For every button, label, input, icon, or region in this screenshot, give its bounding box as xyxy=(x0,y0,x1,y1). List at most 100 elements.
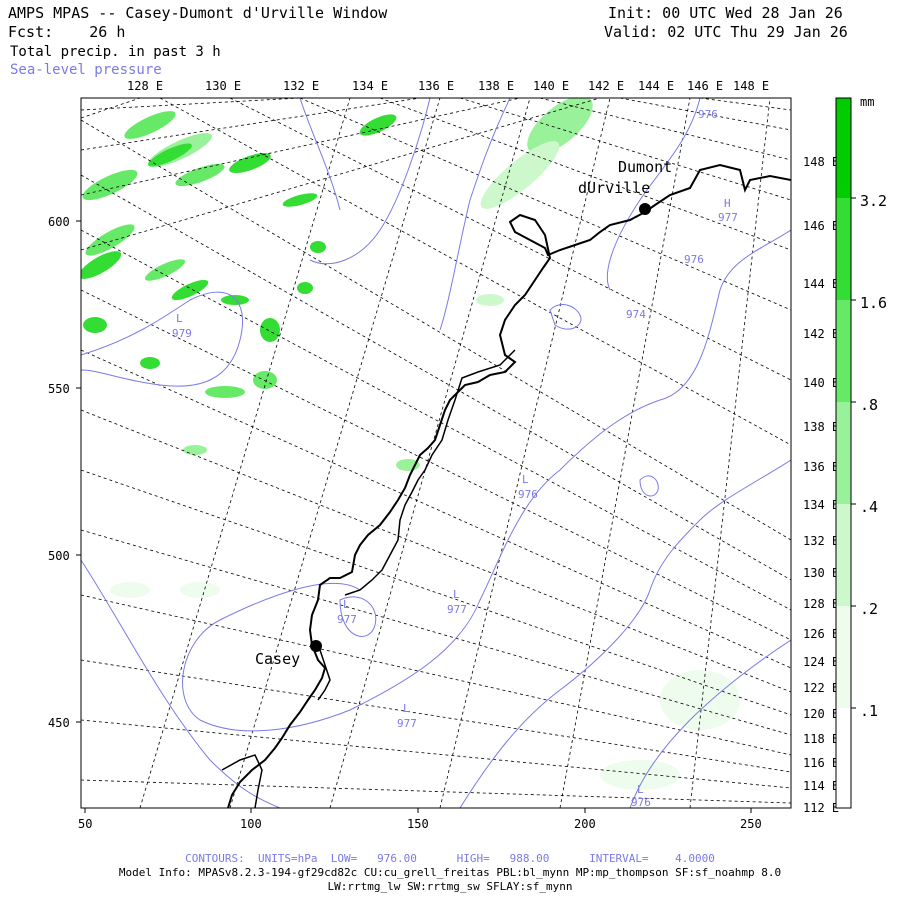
colorbar: mm 3.2 1.6 .8 .4 .2 .1 xyxy=(835,95,887,809)
top-axis: 128 E 130 E 132 E 134 E 136 E 138 E 140 … xyxy=(127,79,769,93)
top-tick-label: 128 E xyxy=(127,79,163,93)
top-tick-label: 132 E xyxy=(283,79,319,93)
pressure-value: 976 xyxy=(518,488,538,501)
right-tick-label: 124 E xyxy=(803,655,839,669)
pressure-value: 976 xyxy=(698,108,718,121)
pressure-value: 977 xyxy=(337,613,357,626)
colorbar-label: .4 xyxy=(860,498,878,516)
coastline xyxy=(227,163,791,808)
colorbar-swatch xyxy=(836,98,851,198)
slp-contours xyxy=(81,98,791,808)
colorbar-swatch xyxy=(836,606,851,708)
left-tick-label: 550 xyxy=(48,382,70,396)
colorbar-swatch xyxy=(836,198,851,300)
map-frame xyxy=(80,97,792,809)
left-axis: 600 550 500 450 xyxy=(48,215,81,730)
left-tick-label: 450 xyxy=(48,716,70,730)
right-tick-label: 134 E xyxy=(803,498,839,512)
right-tick-label: 116 E xyxy=(803,756,839,770)
map-body: Dumont dUrville Casey L 979 L 976 L 977 … xyxy=(81,98,791,809)
init-time: Init: 00 UTC Wed 28 Jan 26 xyxy=(608,4,843,22)
pressure-letter: L xyxy=(403,702,410,715)
colorbar-label: 1.6 xyxy=(860,294,887,312)
place-label-durville: dUrville xyxy=(578,179,650,197)
top-tick-label: 146 E xyxy=(687,79,723,93)
pressure-value: 976 xyxy=(631,796,651,809)
coastline-sw xyxy=(221,754,263,808)
colorbar-swatch xyxy=(836,402,851,504)
bottom-axis: 50 100 150 200 250 xyxy=(78,808,762,831)
bottom-tick-label: 200 xyxy=(574,817,596,831)
colorbar-label: .1 xyxy=(860,702,878,720)
lonlat-grid xyxy=(81,98,791,808)
top-tick-label: 142 E xyxy=(588,79,624,93)
right-tick-label: 130 E xyxy=(803,566,839,580)
left-tick-label: 500 xyxy=(48,549,70,563)
pressure-value: 976 xyxy=(684,253,704,266)
colorbar-label: .8 xyxy=(860,396,878,414)
model-info: Model Info: MPASv8.2.3-194-gf29cd82c CU:… xyxy=(118,866,782,879)
coastline-casey xyxy=(317,649,331,701)
right-tick-label: 118 E xyxy=(803,732,839,746)
top-tick-label: 140 E xyxy=(533,79,569,93)
pressure-value: 977 xyxy=(718,211,738,224)
pressure-labels: L 979 L 976 L 977 L 977 L 977 H 977 976 … xyxy=(172,108,738,809)
colorbar-swatch xyxy=(836,504,851,606)
pressure-value: 977 xyxy=(447,603,467,616)
top-tick-label: 130 E xyxy=(205,79,241,93)
field-slp-label: Sea-level pressure xyxy=(10,62,162,78)
dumont-durville-station-marker xyxy=(639,203,651,215)
right-tick-label: 138 E xyxy=(803,420,839,434)
colorbar-swatch xyxy=(836,708,851,808)
coastline-inner xyxy=(344,349,516,596)
right-tick-label: 136 E xyxy=(803,460,839,474)
map-title: AMPS MPAS -- Casey-Dumont d'Urville Wind… xyxy=(8,4,388,22)
right-tick-label: 144 E xyxy=(803,277,839,291)
pressure-letter: L xyxy=(343,598,350,611)
colorbar-label: 3.2 xyxy=(860,192,887,210)
precip-field xyxy=(81,98,740,790)
bottom-tick-label: 50 xyxy=(78,817,92,831)
field-precip-label: Total precip. in past 3 h xyxy=(10,44,221,60)
top-tick-label: 138 E xyxy=(478,79,514,93)
top-tick-label: 134 E xyxy=(352,79,388,93)
pressure-value: 974 xyxy=(626,308,646,321)
casey-station-marker xyxy=(310,640,322,652)
right-tick-label: 140 E xyxy=(803,376,839,390)
pressure-value: 977 xyxy=(397,717,417,730)
right-tick-label: 142 E xyxy=(803,327,839,341)
bottom-tick-label: 100 xyxy=(240,817,262,831)
pressure-letter: L xyxy=(176,312,183,325)
colorbar-label: .2 xyxy=(860,600,878,618)
top-tick-label: 148 E xyxy=(733,79,769,93)
left-tick-label: 600 xyxy=(48,215,70,229)
bottom-tick-label: 250 xyxy=(740,817,762,831)
right-tick-label: 112 E xyxy=(803,801,839,815)
pressure-value: 979 xyxy=(172,327,192,340)
right-tick-label: 120 E xyxy=(803,707,839,721)
top-tick-label: 136 E xyxy=(418,79,454,93)
place-label-dumont: Dumont xyxy=(618,158,672,176)
place-label-casey: Casey xyxy=(255,650,300,668)
bottom-tick-label: 150 xyxy=(407,817,429,831)
pressure-letter: H xyxy=(724,197,731,210)
right-tick-label: 126 E xyxy=(803,627,839,641)
right-tick-label: 146 E xyxy=(803,219,839,233)
colorbar-unit: mm xyxy=(860,95,874,109)
pressure-letter: L xyxy=(522,473,529,486)
right-tick-label: 114 E xyxy=(803,779,839,793)
top-tick-label: 144 E xyxy=(638,79,674,93)
model-info-line2: LW:rrtmg_lw SW:rrtmg_sw SFLAY:sf_mynn xyxy=(327,880,573,893)
right-axis: 148 E 146 E 144 E 142 E 140 E 138 E 136 … xyxy=(803,155,839,815)
contour-info: CONTOURS: UNITS=hPa LOW= 976.00 HIGH= 98… xyxy=(185,852,715,865)
pressure-letter: L xyxy=(453,588,460,601)
forecast-hour: Fcst: 26 h xyxy=(8,23,126,41)
right-tick-label: 128 E xyxy=(803,597,839,611)
colorbar-swatch xyxy=(836,300,851,402)
right-tick-label: 132 E xyxy=(803,534,839,548)
right-tick-label: 148 E xyxy=(803,155,839,169)
valid-time: Valid: 02 UTC Thu 29 Jan 26 xyxy=(604,23,848,41)
right-tick-label: 122 E xyxy=(803,681,839,695)
pressure-letter: L xyxy=(637,783,644,796)
